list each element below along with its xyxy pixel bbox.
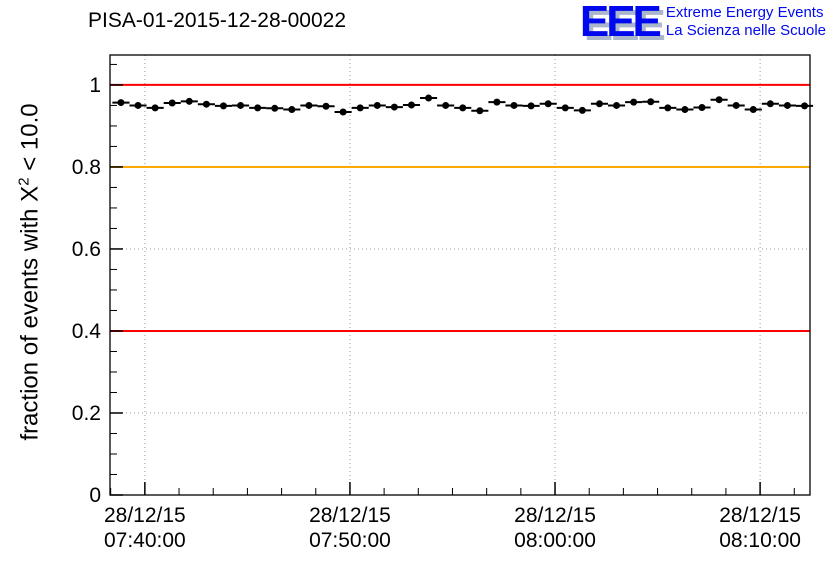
data-point: [630, 98, 638, 106]
data-point: [561, 104, 569, 112]
data-point: [219, 102, 227, 110]
x-tick-label-time: 08:10:00: [719, 529, 801, 552]
chart-title: PISA-01-2015-12-28-00022: [88, 9, 347, 32]
data-point: [271, 104, 279, 112]
data-point: [407, 101, 415, 109]
eee-logo: EEE Extreme Energy Events La Scienza nel…: [579, 0, 826, 46]
data-point: [681, 106, 689, 114]
y-tick-label: 0.4: [72, 320, 102, 343]
y-tick-label: 1: [89, 74, 101, 97]
data-point: [732, 101, 740, 109]
y-axis-label-post: < 10.0: [16, 103, 44, 178]
data-point: [749, 106, 757, 114]
data-point: [459, 104, 467, 112]
data-point: [783, 101, 791, 109]
data-point: [801, 102, 809, 110]
plot-frame: [109, 54, 811, 496]
data-point: [305, 101, 313, 109]
data-point: [664, 104, 672, 112]
y-tick-label: 0.2: [72, 402, 101, 425]
data-point: [288, 106, 296, 114]
data-point: [476, 107, 484, 115]
data-point: [322, 102, 330, 110]
data-point: [544, 100, 552, 108]
data-point: [595, 100, 603, 108]
data-point: [510, 101, 518, 109]
data-point: [527, 102, 535, 110]
data-point: [151, 104, 159, 112]
y-tick-label: 0.6: [72, 238, 101, 261]
y-axis-label-pre: fraction of events with X: [16, 185, 44, 441]
data-point: [425, 94, 433, 102]
eee-logo-line1: Extreme Energy Events: [665, 4, 824, 21]
y-tick-label: 0: [89, 484, 101, 507]
data-point: [356, 104, 364, 112]
y-tick-label: 0.8: [72, 156, 101, 179]
y-axis-label: fraction of events with X2 < 10.0: [16, 103, 45, 440]
x-tick-label-date: 28/12/15: [309, 504, 391, 527]
data-point: [254, 104, 262, 112]
data-point: [373, 101, 381, 109]
x-tick-label-time: 07:50:00: [309, 529, 391, 552]
x-tick-label-date: 28/12/15: [719, 504, 801, 527]
data-point: [117, 99, 125, 107]
data-point: [390, 103, 398, 111]
data-point: [715, 96, 723, 104]
x-tick-label-date: 28/12/15: [104, 504, 186, 527]
data-point: [237, 101, 245, 109]
x-tick-label-time: 08:00:00: [514, 529, 596, 552]
data-point: [766, 100, 774, 108]
eee-logo-line2: La Scienza nelle Scuole: [665, 22, 826, 39]
data-point: [202, 100, 210, 108]
data-point: [442, 101, 450, 109]
data-point: [493, 98, 501, 106]
y-axis-label-sup: 2: [15, 177, 33, 186]
data-point: [698, 103, 706, 111]
eee-logo-acronym: EEE: [579, 0, 662, 46]
data-point: [168, 99, 176, 107]
data-point: [134, 101, 142, 109]
data-point: [578, 106, 586, 114]
data-point: [613, 101, 621, 109]
eee-logo-text: Extreme Energy Events La Scienza nelle S…: [666, 4, 826, 40]
x-tick-label-date: 28/12/15: [514, 504, 596, 527]
x-tick-label-time: 07:40:00: [104, 529, 186, 552]
data-point: [339, 108, 347, 116]
data-point: [185, 97, 193, 105]
data-point: [647, 98, 655, 106]
